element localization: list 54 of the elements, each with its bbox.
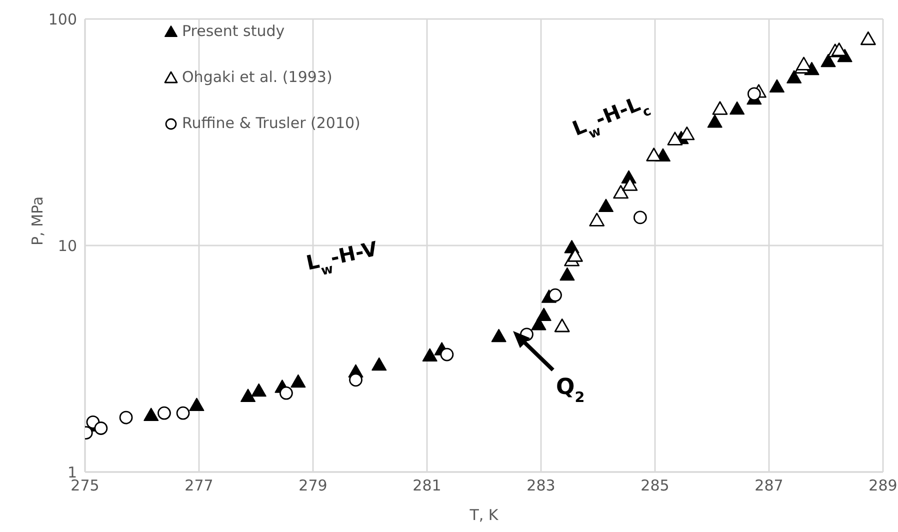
x-tick-label: 287 [754, 476, 784, 495]
point [613, 185, 628, 199]
point [860, 31, 876, 46]
point [349, 373, 362, 387]
point [372, 357, 387, 371]
point [568, 248, 583, 262]
point [251, 383, 266, 397]
point [536, 308, 552, 322]
point [646, 148, 662, 162]
point [712, 101, 728, 115]
x-tick-label: 275 [70, 476, 100, 495]
legend-label: Ohgaki et al. (1993) [182, 67, 332, 88]
x-tick-label: 283 [526, 476, 556, 495]
point [667, 132, 683, 146]
point [831, 42, 847, 56]
x-tick-label: 277 [184, 476, 214, 495]
x-axis-title: T, K [468, 506, 500, 524]
point [786, 70, 802, 84]
point [176, 406, 190, 420]
point [548, 288, 562, 302]
point [589, 212, 605, 226]
point [240, 388, 256, 402]
point [679, 126, 695, 140]
point [422, 348, 438, 362]
point [280, 386, 293, 400]
point [491, 328, 506, 342]
x-tick-label: 279 [298, 476, 328, 495]
point [747, 87, 761, 101]
annotation: L$_{w}$-H-V [304, 236, 380, 279]
point [598, 198, 614, 212]
point [707, 114, 722, 128]
point [820, 54, 836, 68]
legend-label: Present study [182, 21, 285, 42]
point [158, 406, 171, 420]
y-tick-label: 100 [48, 10, 77, 28]
point [730, 101, 745, 115]
point [290, 374, 306, 388]
point [144, 408, 159, 422]
point [189, 398, 204, 412]
point [440, 348, 454, 362]
point [94, 422, 108, 435]
point [119, 410, 133, 424]
point [633, 210, 647, 224]
point [554, 318, 570, 332]
annotation: Q$_{2}$ [556, 375, 585, 406]
x-tick-label: 289 [868, 476, 898, 495]
y-axis-title: P, MPa [28, 196, 46, 246]
x-tick-label: 285 [640, 476, 670, 495]
legend-label: Ruffine & Trusler (2010) [182, 113, 360, 134]
x-tick-label: 281 [412, 476, 442, 495]
point [560, 267, 575, 281]
point [769, 79, 784, 93]
point [796, 56, 812, 70]
y-tick-label: 10 [58, 236, 77, 255]
